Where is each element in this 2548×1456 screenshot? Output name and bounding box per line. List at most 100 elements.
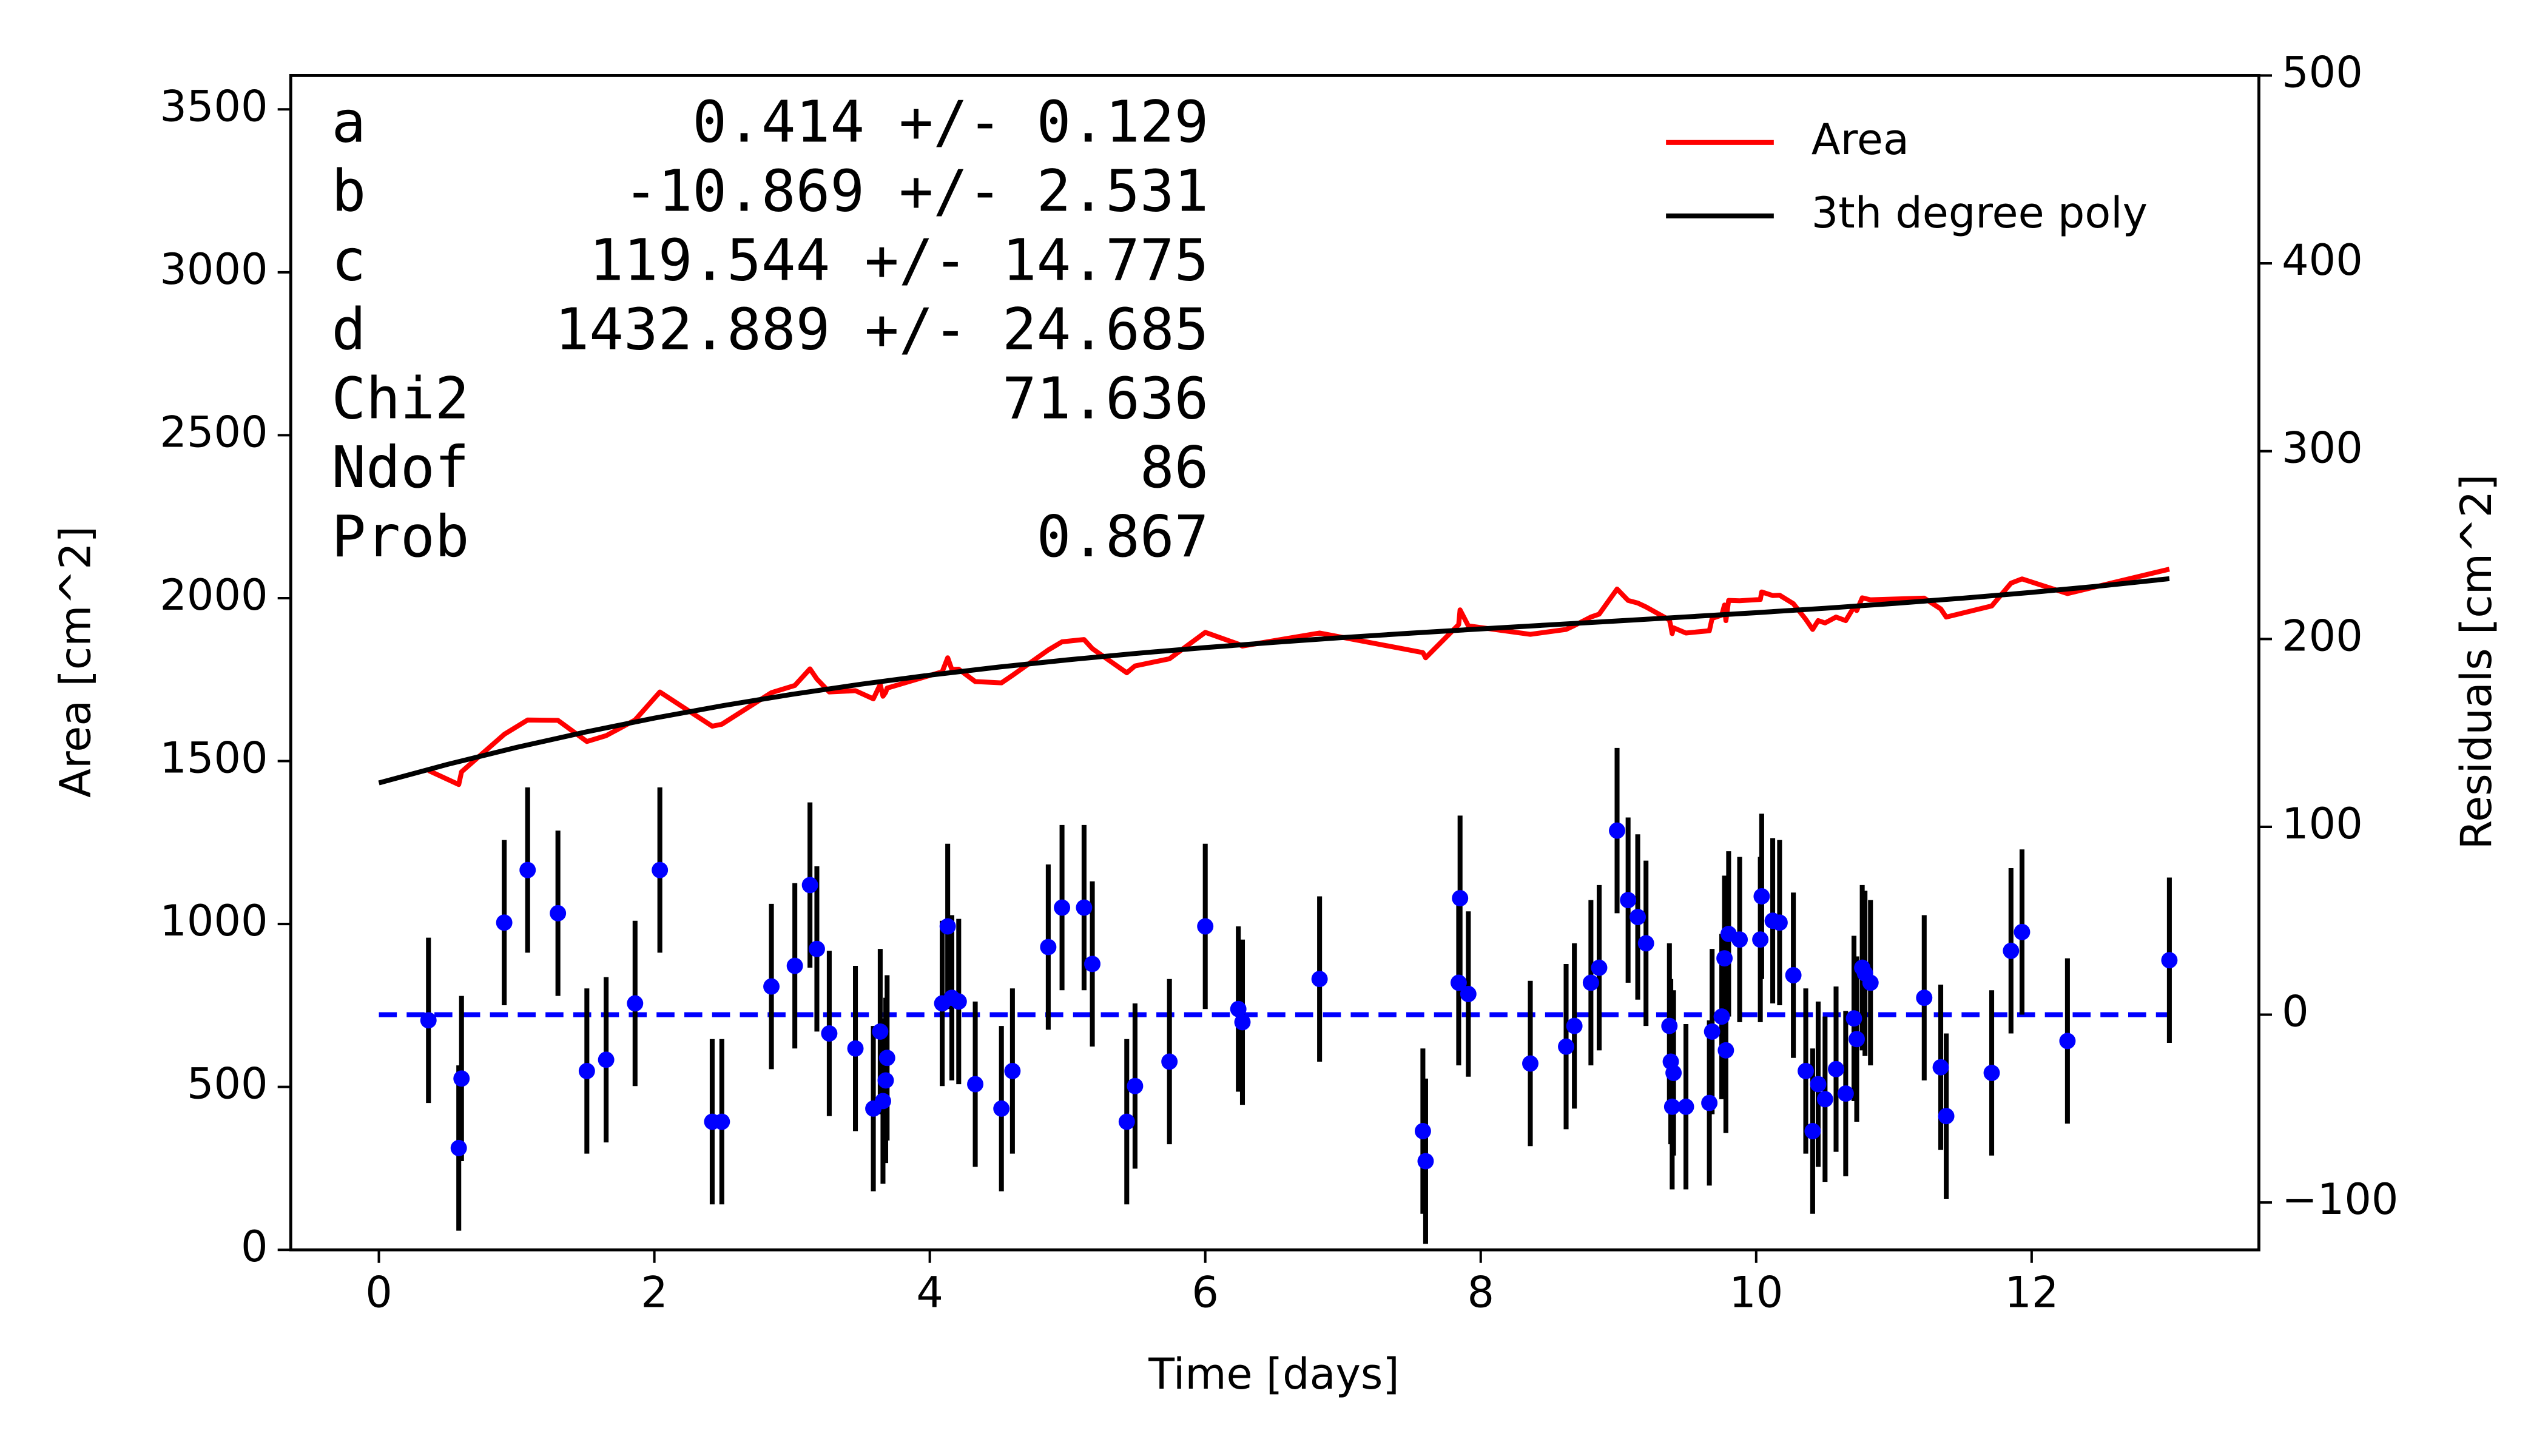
residual-point [2059, 1033, 2076, 1050]
residual-point [519, 861, 536, 878]
fit-param-name: b [332, 159, 366, 225]
residual-point [1311, 971, 1328, 988]
y2-tick-label: 400 [2282, 235, 2363, 285]
residual-point [1522, 1055, 1539, 1072]
x-tick-label: 12 [2004, 1268, 2058, 1318]
residual-point [878, 1050, 895, 1067]
fit-param-value: 1432.889 +/- 24.685 [555, 297, 1209, 363]
residual-point [1417, 1153, 1434, 1170]
residual-point [1566, 1017, 1583, 1034]
plot-frame [289, 74, 2260, 1252]
residual-point [1932, 1059, 1949, 1076]
residual-point [1004, 1062, 1021, 1079]
y2-tick-label: 100 [2282, 799, 2363, 849]
residual-point [1637, 935, 1654, 952]
fit-param-value: 0.867 [1037, 504, 1209, 570]
fit-param-name: c [332, 228, 366, 294]
residual-point [967, 1076, 984, 1093]
residual-point [847, 1040, 864, 1057]
y-axis-label: Area [cm^2] [50, 526, 100, 798]
residual-point [1663, 1098, 1680, 1115]
x-tick-label: 6 [1191, 1268, 1219, 1318]
residual-point [1845, 1010, 1862, 1027]
residual-point [1828, 1060, 1844, 1077]
residual-point [993, 1100, 1010, 1117]
residual-point [1620, 892, 1637, 909]
y2-axis-label: Residuals [cm^2] [2452, 474, 2501, 850]
fit-param-value: -10.869 +/- 2.531 [624, 159, 1208, 225]
residual-point [652, 861, 669, 878]
residual-point [1701, 1094, 1718, 1111]
residual-point [1460, 986, 1477, 1002]
residual-point [1591, 959, 1608, 976]
residual-point [453, 1070, 470, 1087]
residual-point [1753, 888, 1770, 905]
y2-tick-label: 0 [2282, 987, 2309, 1037]
residual-point [1084, 956, 1100, 972]
residual-point [872, 1023, 889, 1040]
y-tick-label: 0 [241, 1222, 268, 1272]
residual-point [1450, 974, 1467, 991]
residual-point [713, 1113, 730, 1130]
fit-param-value: 119.544 +/- 14.775 [589, 228, 1208, 294]
residual-point [1804, 1123, 1821, 1139]
residual-point [1704, 1023, 1721, 1040]
x-axis-label: Time [days] [1148, 1349, 1399, 1399]
residual-point [2003, 942, 2020, 959]
residual-point [2161, 952, 2178, 969]
residual-point [2014, 923, 2031, 940]
residual-point [1862, 974, 1879, 991]
data-line [378, 576, 2170, 786]
residual-point [1916, 989, 1933, 1006]
y-tick-label: 1000 [160, 896, 268, 946]
residual-point [1234, 1014, 1251, 1031]
residual-point [1118, 1113, 1135, 1130]
residual-point [786, 957, 803, 974]
residual-point [1938, 1108, 1955, 1125]
y2-tick-label: 300 [2282, 423, 2363, 473]
fit-param-name: d [332, 297, 366, 363]
y2-tick-label: 200 [2282, 611, 2363, 661]
y-tick-label: 3500 [160, 81, 268, 131]
x-tick-label: 0 [365, 1268, 393, 1318]
residual-point [939, 918, 956, 935]
x-tick-label: 8 [1467, 1268, 1494, 1318]
fit-param-name: a [332, 90, 366, 156]
y2-tick-label: 500 [2282, 47, 2363, 97]
residual-point [877, 1072, 894, 1089]
residual-point [1983, 1065, 2000, 1081]
y-tick-label: 500 [187, 1059, 268, 1109]
residual-point [1558, 1038, 1574, 1055]
y-tick-label: 2000 [160, 570, 268, 620]
residual-point [821, 1025, 838, 1042]
y-tick-label: 2500 [160, 407, 268, 457]
x-tick-label: 4 [916, 1268, 943, 1318]
residual-point [809, 940, 825, 957]
residual-point [450, 1139, 467, 1156]
residual-point [1661, 1017, 1678, 1034]
residual-point [1127, 1077, 1144, 1094]
residual-point [874, 1093, 891, 1110]
residual-point [1771, 914, 1788, 931]
fit-param-value: 0.414 +/- 0.129 [692, 90, 1208, 156]
y-tick-label: 3000 [160, 244, 268, 294]
residual-point [1582, 974, 1599, 991]
residual-point [420, 1012, 437, 1029]
x-tick-label: 10 [1729, 1268, 1783, 1318]
residual-point [1054, 899, 1071, 916]
residual-point [1785, 967, 1802, 983]
legend-label: 3th degree poly [1812, 188, 2148, 238]
residual-point [1816, 1091, 1833, 1108]
fit-param-name: Chi2 [332, 366, 470, 432]
residual-point [763, 978, 780, 995]
residual-point [550, 905, 567, 922]
fit-param-name: Ndof [332, 435, 470, 501]
residual-point [1197, 918, 1214, 935]
residual-point [950, 993, 967, 1010]
residual-point [598, 1051, 615, 1068]
residual-point [496, 914, 513, 931]
residual-point [1630, 909, 1646, 926]
